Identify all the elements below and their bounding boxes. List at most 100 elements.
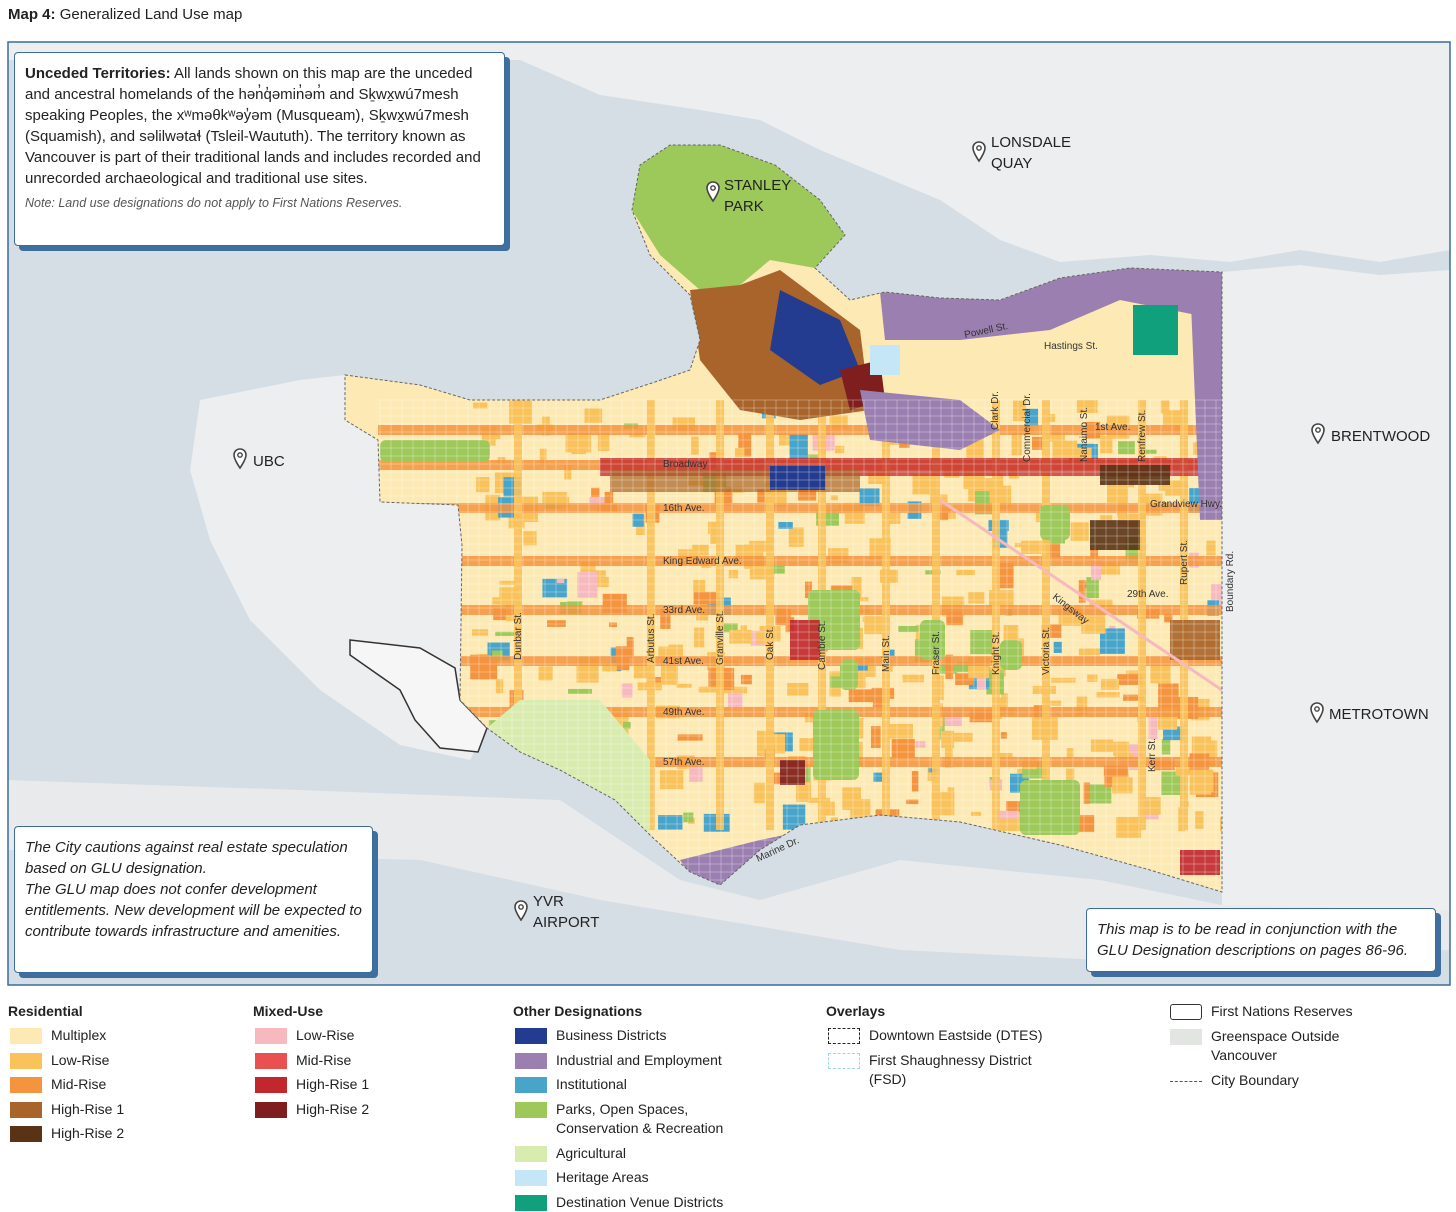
- land-use-block: [938, 717, 945, 740]
- land-use-block: [1089, 599, 1113, 607]
- land-use-block: [911, 771, 919, 792]
- land-use-block: [1219, 817, 1222, 832]
- land-use-block: [1014, 542, 1038, 548]
- land-use-block: [1096, 692, 1120, 698]
- land-use-block: [1078, 648, 1100, 656]
- legend-label: Downtown Eastside (DTES): [869, 1027, 1043, 1043]
- legend-item: City Boundary: [1168, 1071, 1401, 1091]
- corridor: [378, 605, 1222, 615]
- corridor: [1180, 400, 1188, 830]
- street-label: Boundary Rd.: [1225, 551, 1236, 612]
- legend-item: Low-Rise: [253, 1026, 369, 1046]
- burnaby: [1222, 265, 1450, 985]
- land-use-block: [492, 434, 501, 440]
- caution-text: The City cautions against real estate sp…: [25, 839, 348, 877]
- place-label: BRENTWOOD: [1331, 428, 1430, 445]
- legend-label: Greenspace Outside Vancouver: [1211, 1027, 1340, 1064]
- land-use-block: [796, 454, 820, 460]
- legend-swatch: [515, 1052, 547, 1069]
- high-density-node: [1180, 850, 1220, 875]
- legend-label: Destination Venue Districts: [556, 1193, 724, 1210]
- legend-item: Mid-Rise: [8, 1075, 124, 1095]
- unceded-callout: Unceded Territories: All lands shown on …: [14, 52, 505, 246]
- legend-label: City Boundary: [1211, 1071, 1299, 1088]
- land-use-block: [626, 637, 634, 658]
- park: [840, 660, 858, 690]
- place-label: YVR: [533, 893, 564, 910]
- legend-item: Agricultural: [513, 1144, 746, 1164]
- park: [813, 710, 859, 780]
- land-use-block: [870, 726, 881, 749]
- park: [1020, 780, 1080, 835]
- corridor: [766, 400, 774, 830]
- land-use-block: [927, 767, 937, 782]
- street-label: Rupert St.: [1179, 540, 1190, 585]
- land-use-block: [944, 744, 953, 768]
- land-use-block: [1119, 741, 1130, 759]
- land-use-block: [1086, 577, 1099, 599]
- street-label: Grandview Hwy.: [1150, 499, 1222, 510]
- street-label: Commercial Dr.: [1022, 393, 1033, 462]
- legend-swatch: [10, 1126, 42, 1142]
- land-use-block: [568, 688, 592, 694]
- land-use-block: [835, 445, 845, 454]
- land-use-block: [499, 580, 518, 585]
- legend-swatch: [1170, 1073, 1202, 1082]
- corridor: [378, 425, 1222, 435]
- legend-item: Industrial and Employment: [513, 1051, 746, 1071]
- street-label: Fraser St.: [931, 631, 942, 675]
- place-label: LONSDALE: [991, 134, 1071, 151]
- unceded-note: Note: Land use designations do not apply…: [25, 196, 403, 210]
- land-use-block: [788, 527, 804, 547]
- land-use-block: [608, 622, 618, 628]
- unceded-heading: Unceded Territories:: [25, 65, 171, 82]
- land-use-block: [1100, 678, 1120, 690]
- land-use-block: [691, 436, 699, 455]
- land-use-block: [1206, 540, 1216, 556]
- legend-label: High-Rise 1: [296, 1076, 370, 1092]
- land-use-block: [888, 649, 895, 657]
- title-text: Generalized Land Use map: [59, 6, 243, 23]
- land-use-block: [659, 770, 684, 790]
- legend-label: Heritage Areas: [556, 1169, 649, 1185]
- land-use-block: [851, 577, 862, 602]
- street-label: Knight St.: [991, 632, 1002, 675]
- land-use-block: [1000, 693, 1009, 713]
- land-use-block: [906, 799, 919, 805]
- legend-item: Greenspace Outside Vancouver: [1168, 1027, 1401, 1066]
- land-use-block: [770, 565, 785, 574]
- street-label: Arbutus St.: [646, 614, 657, 663]
- land-use-block: [588, 576, 609, 588]
- land-use-block: [1175, 765, 1201, 776]
- land-use-block: [584, 408, 603, 423]
- corridor: [514, 400, 522, 830]
- legend-swatch: [1170, 1028, 1202, 1045]
- street-label: 49th Ave.: [663, 707, 705, 718]
- legend-group: Mixed-Use Low-Rise Mid-Rise High-Rise 1 High…: [253, 1002, 369, 1124]
- land-use-block: [1103, 765, 1129, 777]
- legend-label: Parks, Open Spaces, Conservation & Recre…: [556, 1100, 724, 1137]
- legend-swatch: [515, 1101, 547, 1118]
- street-label: Dunbar St.: [513, 612, 524, 660]
- land-use-block: [723, 686, 748, 694]
- park: [1000, 640, 1022, 670]
- land-use-block: [735, 544, 746, 563]
- land-use-block: [473, 402, 488, 409]
- legend-swatch: [515, 1145, 547, 1162]
- land-use-block: [710, 521, 717, 545]
- land-use-block: [472, 629, 489, 636]
- land-use-block: [995, 810, 1019, 819]
- land-use-block: [523, 531, 537, 546]
- legend-heading: Mixed-Use: [253, 1003, 324, 1019]
- land-use-block: [1211, 583, 1222, 610]
- caution-text: The GLU map does not confer development …: [25, 881, 362, 940]
- land-use-block: [701, 563, 712, 569]
- land-use-block: [740, 674, 752, 685]
- land-use-block: [936, 510, 949, 521]
- place-label: METROTOWN: [1329, 706, 1429, 723]
- legend-group: Overlays Downtown Eastside (DTES) First Sh…: [826, 1002, 1059, 1095]
- land-use-block: [476, 477, 490, 493]
- street-label: Broadway: [663, 459, 707, 470]
- land-use-block: [1046, 431, 1065, 442]
